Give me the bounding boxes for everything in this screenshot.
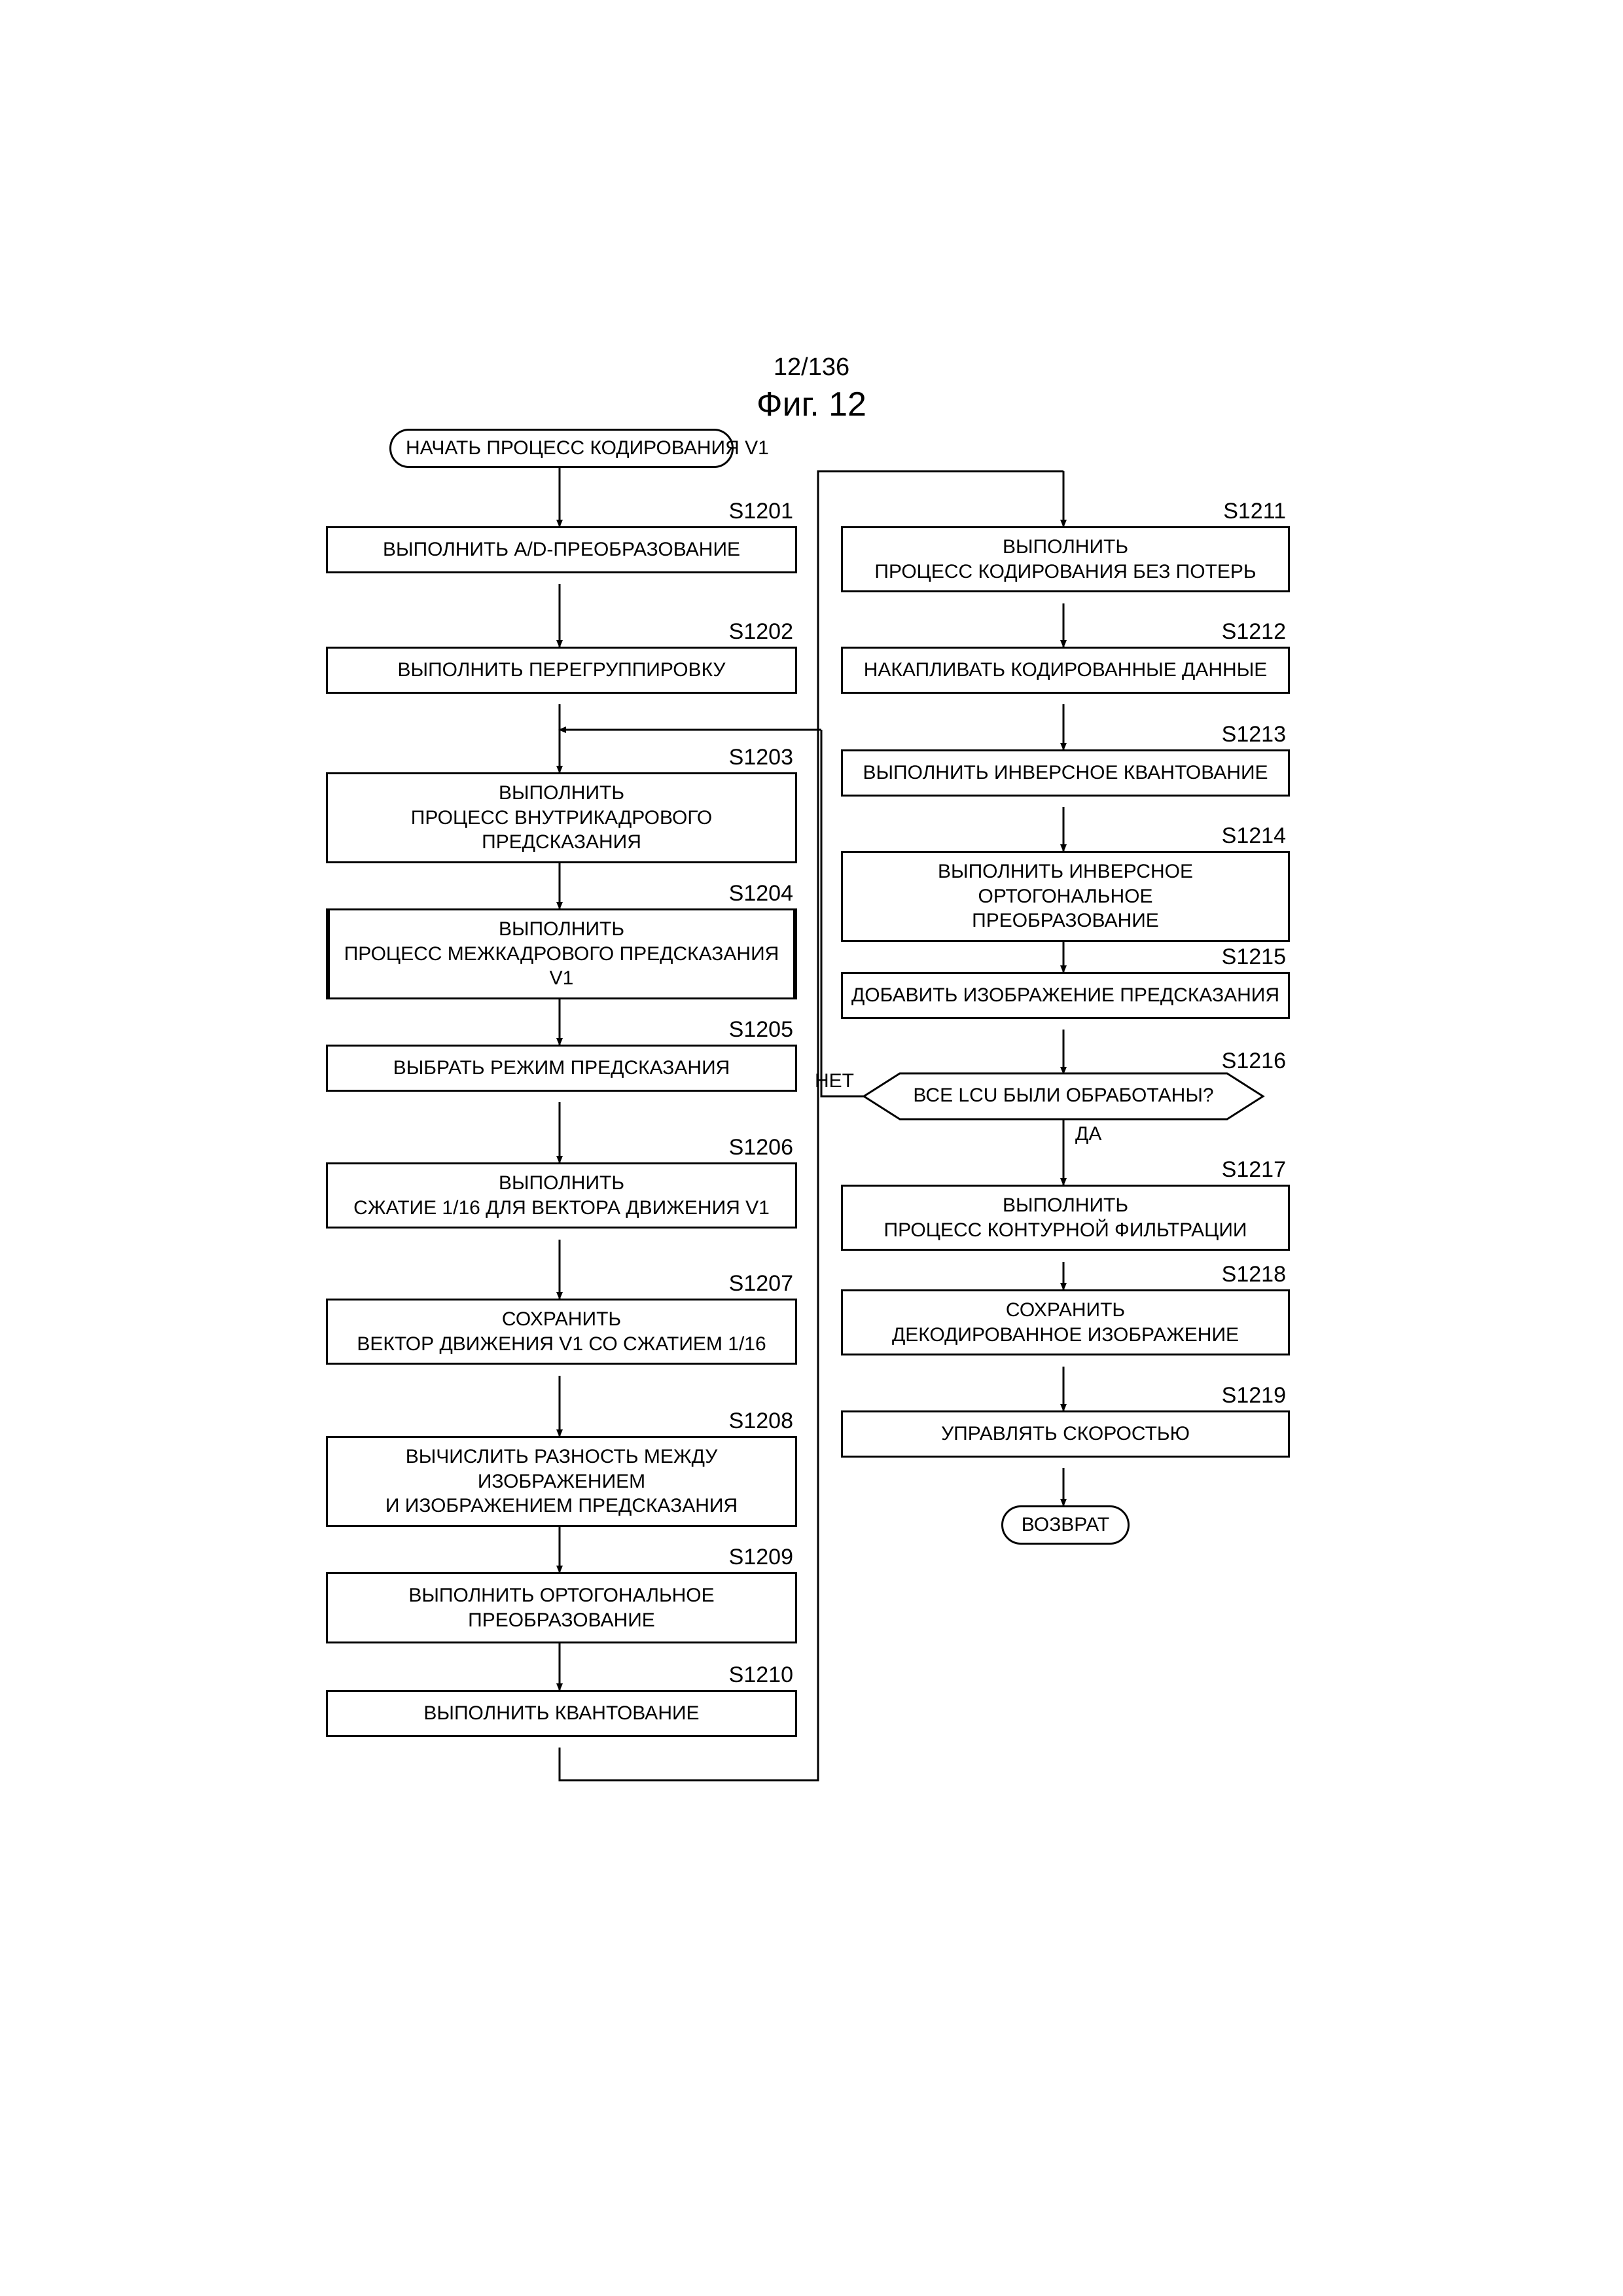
- process-s1202: ВЫПОЛНИТЬ ПЕРЕГРУППИРОВКУ: [326, 647, 797, 694]
- decision-yes-label: ДА: [1075, 1123, 1101, 1145]
- step-label-s1212: S1212: [1201, 619, 1286, 645]
- step-label-s1213: S1213: [1201, 722, 1286, 747]
- step-label-s1211: S1211: [1201, 499, 1286, 524]
- step-label-s1206: S1206: [708, 1135, 793, 1160]
- process-s1203: ВЫПОЛНИТЬПРОЦЕСС ВНУТРИКАДРОВОГО ПРЕДСКА…: [326, 772, 797, 863]
- process-s1205: ВЫБРАТЬ РЕЖИМ ПРЕДСКАЗАНИЯ: [326, 1045, 797, 1092]
- terminator-return: ВОЗВРАТ: [1001, 1505, 1130, 1545]
- step-label-s1219: S1219: [1201, 1383, 1286, 1408]
- process-s1211: ВЫПОЛНИТЬПРОЦЕСС КОДИРОВАНИЯ БЕЗ ПОТЕРЬ: [841, 526, 1290, 592]
- process-s1217: ВЫПОЛНИТЬПРОЦЕСС КОНТУРНОЙ ФИЛЬТРАЦИИ: [841, 1185, 1290, 1251]
- process-s1201: ВЫПОЛНИТЬ A/D-ПРЕОБРАЗОВАНИЕ: [326, 526, 797, 573]
- step-label-s1216: S1216: [1201, 1049, 1286, 1074]
- step-label-s1207: S1207: [708, 1271, 793, 1297]
- step-label-s1210: S1210: [708, 1662, 793, 1688]
- figure-canvas: 12/136 Фиг. 12 НАЧАТЬ ПРОЦЕСС КОДИРОВАНИ…: [0, 0, 1623, 2296]
- process-s1207: СОХРАНИТЬВЕКТОР ДВИЖЕНИЯ V1 СО СЖАТИЕМ 1…: [326, 1299, 797, 1365]
- process-s1206: ВЫПОЛНИТЬСЖАТИЕ 1/16 ДЛЯ ВЕКТОРА ДВИЖЕНИ…: [326, 1162, 797, 1229]
- process-s1212: НАКАПЛИВАТЬ КОДИРОВАННЫЕ ДАННЫЕ: [841, 647, 1290, 694]
- step-label-s1202: S1202: [708, 619, 793, 645]
- step-label-s1209: S1209: [708, 1545, 793, 1570]
- step-label-s1217: S1217: [1201, 1157, 1286, 1183]
- process-s1215: ДОБАВИТЬ ИЗОБРАЖЕНИЕ ПРЕДСКАЗАНИЯ: [841, 972, 1290, 1019]
- step-label-s1218: S1218: [1201, 1262, 1286, 1287]
- step-label-s1214: S1214: [1201, 823, 1286, 849]
- terminator-start: НАЧАТЬ ПРОЦЕСС КОДИРОВАНИЯ V1: [389, 429, 734, 468]
- process-s1214: ВЫПОЛНИТЬ ИНВЕРСНОЕ ОРТОГОНАЛЬНОЕПРЕОБРА…: [841, 851, 1290, 942]
- process-s1208: ВЫЧИСЛИТЬ РАЗНОСТЬ МЕЖДУ ИЗОБРАЖЕНИЕМИ И…: [326, 1436, 797, 1527]
- step-label-s1203: S1203: [708, 745, 793, 770]
- process-s1204: ВЫПОЛНИТЬПРОЦЕСС МЕЖКАДРОВОГО ПРЕДСКАЗАН…: [326, 908, 797, 999]
- step-label-s1201: S1201: [708, 499, 793, 524]
- step-label-s1204: S1204: [708, 881, 793, 906]
- flow-svg: [0, 0, 1623, 2296]
- process-s1210: ВЫПОЛНИТЬ КВАНТОВАНИЕ: [326, 1690, 797, 1737]
- decision-no-label: НЕТ: [815, 1070, 854, 1092]
- step-label-s1208: S1208: [708, 1408, 793, 1434]
- process-s1218: СОХРАНИТЬДЕКОДИРОВАННОЕ ИЗОБРАЖЕНИЕ: [841, 1289, 1290, 1355]
- process-s1213: ВЫПОЛНИТЬ ИНВЕРСНОЕ КВАНТОВАНИЕ: [841, 749, 1290, 797]
- step-label-s1205: S1205: [708, 1017, 793, 1043]
- decision-text-s1216: ВСЕ LCU БЫЛИ ОБРАБОТАНЫ?: [864, 1085, 1263, 1107]
- process-s1219: УПРАВЛЯТЬ СКОРОСТЬЮ: [841, 1410, 1290, 1458]
- process-s1209: ВЫПОЛНИТЬ ОРТОГОНАЛЬНОЕ ПРЕОБРАЗОВАНИЕ: [326, 1572, 797, 1643]
- step-label-s1215: S1215: [1201, 944, 1286, 970]
